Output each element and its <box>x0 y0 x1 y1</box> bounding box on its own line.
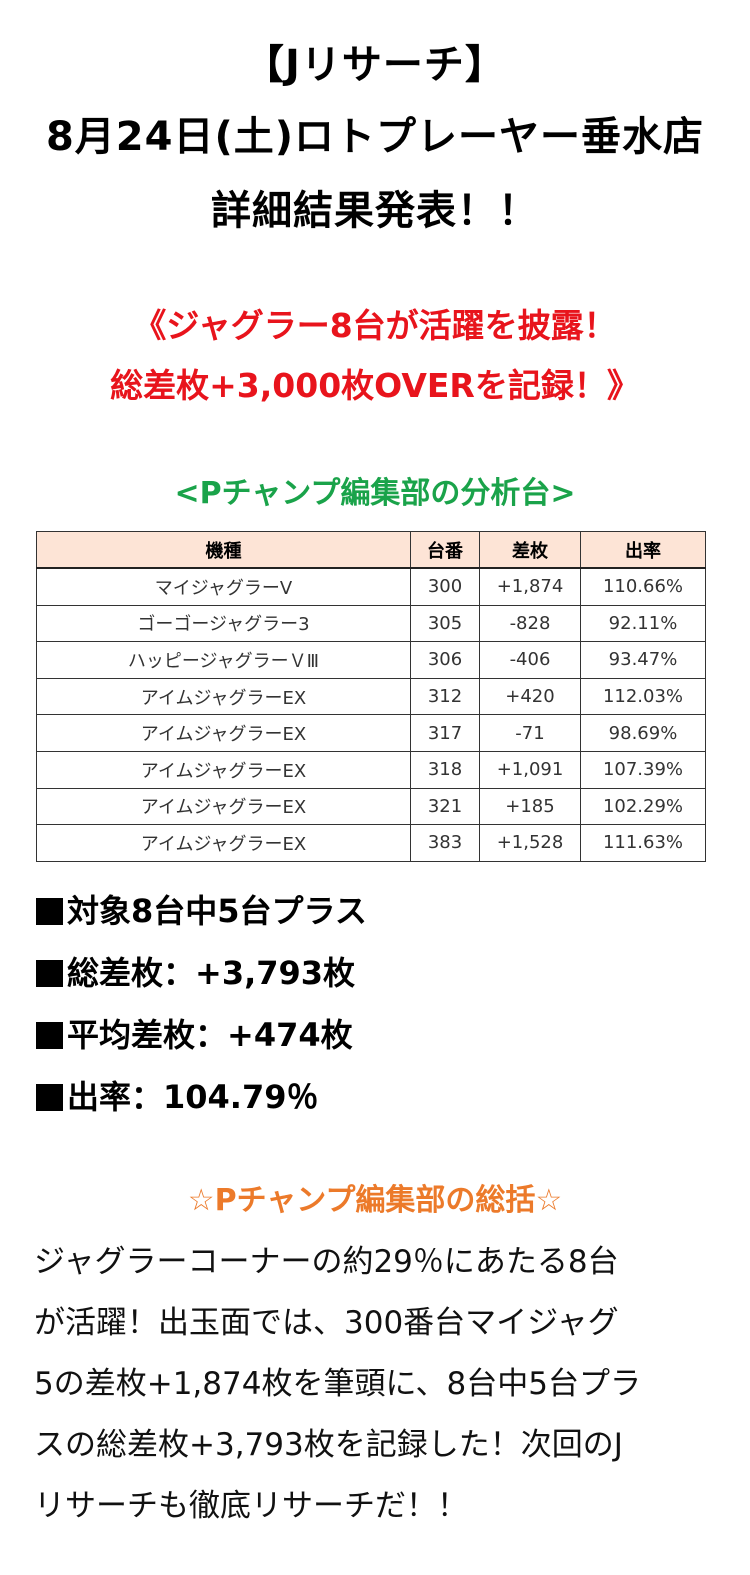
table-row: アイムジャグラーEX 312 +420 112.03% <box>36 677 706 716</box>
results-table: 機種 台番 差枚 出率 マイジャグラーV 300 +1,874 110.66% … <box>36 531 706 862</box>
cell-number: 317 <box>410 714 480 752</box>
cell-diff: +420 <box>479 677 581 716</box>
cell-model: アイムジャグラーEX <box>36 677 411 716</box>
cell-model: ハッピージャグラーＶⅢ <box>36 641 411 679</box>
cell-diff: +1,528 <box>479 824 581 862</box>
cell-number: 300 <box>410 567 480 606</box>
headline-line-2: 総差枚+3,000枚OVERを記録！》 <box>110 366 640 405</box>
summary-line: リサーチも徹底リサーチだ！！ <box>34 1488 468 1524</box>
cell-rate: 102.29% <box>580 787 706 826</box>
analysis-title: <Pチャンプ編集部の分析台> <box>174 476 576 511</box>
cell-model: ゴーゴージャグラー3 <box>36 604 411 643</box>
table-row: アイムジャグラーEX 317 -71 98.69% <box>36 714 706 752</box>
cell-number: 321 <box>410 787 480 826</box>
stat-payout-rate: 出率：104.79％ <box>36 1077 319 1117</box>
square-bullet-icon <box>36 1022 63 1049</box>
column-header-number: 台番 <box>410 531 480 569</box>
cell-rate: 110.66% <box>580 567 706 606</box>
cell-model: アイムジャグラーEX <box>36 714 411 752</box>
cell-number: 318 <box>410 750 480 789</box>
summary-line: 5の差枚+1,874枚を筆頭に、8台中5台プラ <box>34 1366 641 1402</box>
cell-rate: 112.03% <box>580 677 706 716</box>
summary-line: ジャグラーコーナーの約29％にあたる8台 <box>34 1244 619 1280</box>
summary-title: ☆Pチャンプ編集部の総括☆ <box>187 1183 563 1218</box>
table-row: アイムジャグラーEX 383 +1,528 111.63% <box>36 824 706 862</box>
cell-diff: -828 <box>479 604 581 643</box>
cell-diff: +1,091 <box>479 750 581 789</box>
cell-number: 312 <box>410 677 480 716</box>
event-title: 8月24日(土)ロトプレーヤー垂水店 <box>45 114 705 160</box>
stat-plus-count: 対象8台中5台プラス <box>36 891 367 931</box>
cell-diff: -71 <box>479 714 581 752</box>
cell-model: アイムジャグラーEX <box>36 824 411 862</box>
cell-model: アイムジャグラーEX <box>36 787 411 826</box>
table-header-row: 機種 台番 差枚 出率 <box>36 531 706 569</box>
cell-diff: +1,874 <box>479 567 581 606</box>
summary-line: が活躍！出玉面では、300番台マイジャグ <box>34 1305 619 1341</box>
cell-number: 305 <box>410 604 480 643</box>
cell-rate: 98.69% <box>580 714 706 752</box>
column-header-diff: 差枚 <box>479 531 581 569</box>
summary-text: ジャグラーコーナーの約29％にあたる8台 が活躍！出玉面では、300番台マイジャ… <box>34 1232 724 1537</box>
cell-number: 306 <box>410 641 480 679</box>
cell-rate: 111.63% <box>580 824 706 862</box>
stat-total-diff: 総差枚：+3,793枚 <box>36 953 355 993</box>
headline-line-1: 《ジャグラー8台が活躍を披露！ <box>133 306 617 345</box>
table-row: アイムジャグラーEX 318 +1,091 107.39% <box>36 750 706 789</box>
cell-model: マイジャグラーV <box>36 567 411 606</box>
cell-number: 383 <box>410 824 480 862</box>
cell-diff: +185 <box>479 787 581 826</box>
square-bullet-icon <box>36 1084 63 1111</box>
table-row: マイジャグラーV 300 +1,874 110.66% <box>36 567 706 606</box>
square-bullet-icon <box>36 898 63 925</box>
summary-line: スの総差枚+3,793枚を記録した！次回のJ <box>34 1427 623 1463</box>
table-row: ハッピージャグラーＶⅢ 306 -406 93.47% <box>36 641 706 679</box>
cell-rate: 107.39% <box>580 750 706 789</box>
cell-rate: 92.11% <box>580 604 706 643</box>
results-title: 詳細結果発表！！ <box>211 188 539 234</box>
cell-rate: 93.47% <box>580 641 706 679</box>
cell-diff: -406 <box>479 641 581 679</box>
series-title: 【Jリサーチ】 <box>244 42 506 88</box>
column-header-model: 機種 <box>36 531 411 569</box>
table-row: アイムジャグラーEX 321 +185 102.29% <box>36 787 706 826</box>
column-header-rate: 出率 <box>580 531 706 569</box>
square-bullet-icon <box>36 960 63 987</box>
cell-model: アイムジャグラーEX <box>36 750 411 789</box>
table-row: ゴーゴージャグラー3 305 -828 92.11% <box>36 604 706 643</box>
stat-average-diff: 平均差枚：+474枚 <box>36 1015 353 1055</box>
